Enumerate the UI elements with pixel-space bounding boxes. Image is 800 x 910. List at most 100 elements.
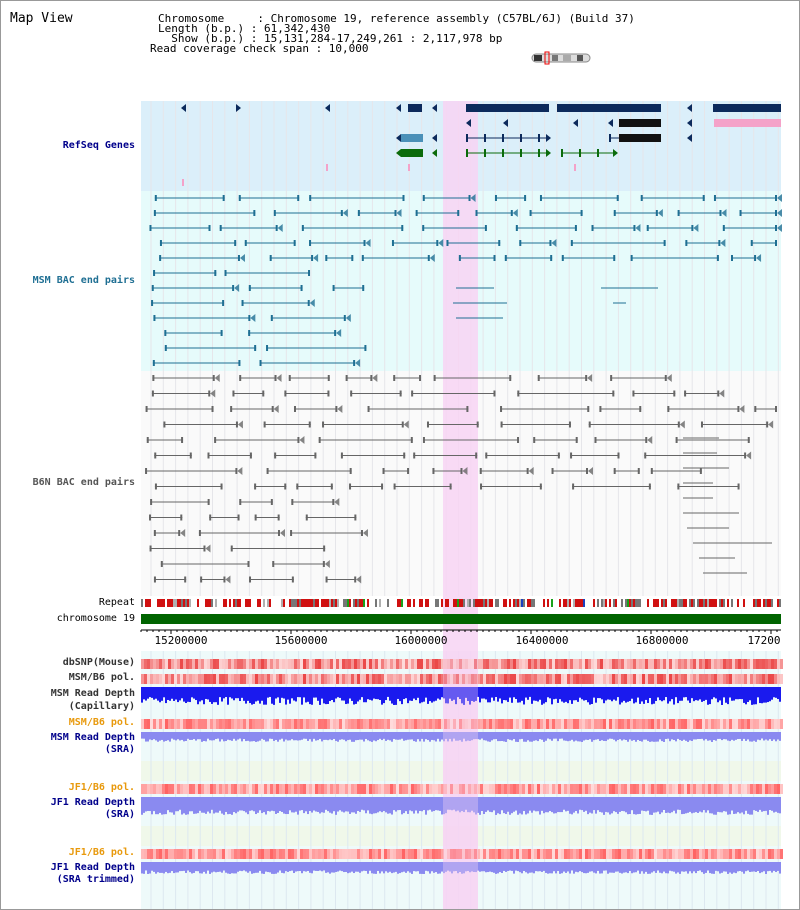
jf1-depth-sra-trimmed [483,862,485,872]
track-label-msm-bac[interactable]: MSM BAC end pairs [32,275,135,286]
msm-b6-pol2-density [204,719,207,729]
track-label-refseq[interactable]: RefSeq Genes [62,140,135,151]
msm-depth-sra [747,732,749,740]
jf1-depth-sra-trimmed [499,862,501,873]
msm-b6-pol-density [735,674,738,684]
msm-b6-pol-density [774,674,777,684]
msm-b6-pol2-density [198,719,201,729]
msm-depth-capillary [389,687,391,701]
msm-b6-pol2-density [588,719,591,729]
msm-b6-pol2-density [279,719,282,729]
jf1-b6-pol-density [729,784,732,794]
msm-depth-capillary [195,687,197,701]
msm-depth-sra [435,732,437,742]
msm-depth-capillary [695,687,697,701]
msm-depth-capillary [351,687,353,701]
jf1-depth-sra-trimmed [463,862,465,874]
gene-strand-arrow [608,119,613,127]
jf1-depth-sra-trimmed [579,862,581,872]
jf1-b6-pol-density [414,784,417,794]
msm-depth-capillary [269,687,271,697]
jf1-b6-pol-density [690,784,693,794]
jf1-b6-pol2-density [564,849,567,859]
msm-b6-pol-density [417,674,420,684]
track-label-msm-b6-pol-2[interactable]: MSM/B6 pol. [68,717,135,728]
dbsnp-density [483,659,486,669]
msm-bac-arrow [721,209,727,217]
jf1-depth-sra-trimmed [563,862,565,872]
dbsnp-density [162,659,165,669]
msm-depth-capillary [255,687,257,702]
track-label-dbsnp[interactable]: dbSNP(Mouse) [62,657,135,668]
b6n-bac-end [610,375,613,381]
jf1-depth-sra [313,797,315,811]
msm-b6-pol2-density [408,719,411,729]
jf1-depth-sra-trimmed [741,862,743,872]
msm-depth-sra [757,732,759,740]
jf1-depth-sra-trimmed [249,862,251,872]
msm-depth-sra [447,732,449,742]
gene-strand-arrow [687,119,692,127]
jf1-depth-sra [643,797,645,811]
msm-depth-sra [287,732,289,741]
msm-depth-capillary [191,687,193,698]
msm-b6-pol-density [618,674,621,684]
msm-b6-pol-density [702,674,705,684]
jf1-b6-pol-density [699,784,702,794]
b6n-bac-end [145,406,148,412]
msm-depth-capillary [745,687,747,705]
jf1-depth-sra-trimmed [717,862,719,872]
msm-b6-pol-density [171,674,174,684]
jf1-depth-sra [699,797,701,812]
msm-bac-end [270,315,273,321]
b6n-bac-end [509,375,512,381]
msm-b6-pol2-density [267,719,270,729]
repeat-element [181,599,183,607]
jf1-b6-pol-density [651,784,654,794]
track-label-jf1-b6-pol[interactable]: JF1/B6 pol. [68,782,135,793]
msm-b6-pol-density [489,674,492,684]
msm-depth-sra [395,732,397,740]
b6n-bac-arrow [299,436,305,444]
jf1-depth-sra-trimmed [289,862,291,872]
msm-b6-pol-density [726,674,729,684]
track-label-msm-depth-cap[interactable]: MSM Read Depth [50,688,135,699]
msm-b6-pol2-density [291,719,294,729]
jf1-b6-pol2-density [759,849,762,859]
msm-depth-capillary [737,687,739,700]
track-label-jf1-trim[interactable]: JF1 Read Depth [50,862,135,873]
track-label-b6n-bac[interactable]: B6N BAC end pairs [32,477,135,488]
msm-depth-capillary [385,687,387,701]
jf1-depth-sra [441,797,443,815]
msm-b6-pol2-density [366,719,369,729]
msm-depth-sra [687,732,689,742]
b6n-bac-end [323,545,326,552]
msm-b6-pol2-density [351,719,354,729]
track-label-msm-b6-pol[interactable]: MSM/B6 pol. [68,672,135,683]
msm-b6-pol-density [174,674,177,684]
msm-depth-capillary [265,687,267,705]
jf1-depth-sra [677,797,679,810]
msm-bac-end [343,315,346,321]
msm-bac-end [363,240,366,246]
repeat-element [379,599,381,607]
msm-b6-pol2-density [288,719,291,729]
jf1-b6-pol2-density [186,849,189,859]
jf1-depth-sra [303,797,305,814]
msm-depth-capillary [247,687,249,701]
b6n-bac-end [232,390,235,397]
jf1-depth-sra-trimmed [773,862,775,871]
track-label-jf1-depth[interactable]: JF1 Read Depth [50,797,135,808]
jf1-b6-pol2-density [156,849,159,859]
msm-b6-pol-density [156,674,159,684]
msm-depth-capillary [565,687,567,702]
msm-depth-sra [281,732,283,739]
msm-depth-sra [557,732,559,742]
msm-bac-end [719,210,722,216]
msm-depth-sra [745,732,747,741]
track-label-msm-depth-sra[interactable]: MSM Read Depth [50,732,135,743]
msm-b6-pol-density [327,674,330,684]
track-label-jf1-b6-pol-2[interactable]: JF1/B6 pol. [68,847,135,858]
jf1-depth-sra-trimmed [593,862,595,873]
